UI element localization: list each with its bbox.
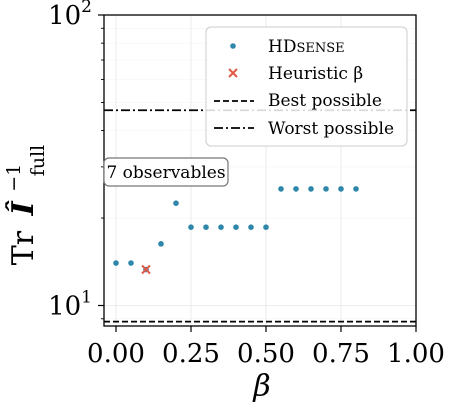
hdsense-point: [113, 260, 119, 266]
x-axis-label: β: [252, 369, 270, 404]
hdsense-point: [308, 186, 314, 192]
x-tick-label: 0.00: [87, 339, 145, 369]
hdsense-point: [218, 224, 224, 231]
hdsense-point: [173, 200, 179, 206]
y-tick-label: 101: [48, 287, 92, 321]
axis-ticks: 0.00 0.25 0.50 0.75 1.00 101 102: [48, 0, 445, 369]
x-tick-label: 0.50: [237, 339, 295, 369]
hdsense-point: [248, 224, 254, 231]
hdsense-point: [158, 241, 164, 247]
hdsense-point: [323, 186, 329, 192]
hdsense-point: [338, 186, 344, 192]
legend: HDSENSE Heuristic β Best possible Worst …: [205, 26, 408, 147]
hdsense-point: [353, 186, 359, 192]
hdsense-point: [293, 186, 299, 192]
legend-label-worst: Worst possible: [268, 119, 394, 139]
legend-frame: [205, 26, 408, 147]
annotation-box: 7 observables: [103, 157, 229, 187]
legend-marker-hdsense: [230, 43, 236, 49]
hdsense-point: [128, 260, 134, 266]
y-axis-label-symbol: Î: [5, 200, 41, 216]
hdsense-point: [278, 186, 284, 192]
legend-label-hdsense-prefix: HD: [268, 37, 296, 57]
data-points: [113, 186, 359, 275]
x-tick-label: 0.25: [162, 339, 220, 369]
hdsense-point: [233, 224, 239, 231]
x-tick-label: 1.00: [387, 339, 445, 369]
svg-text:Tr Î −1 full: Tr Î −1 full: [0, 145, 49, 266]
legend-label-best: Best possible: [268, 91, 382, 111]
y-tick-label: 102: [48, 0, 92, 31]
hdsense-point: [188, 224, 194, 231]
y-axis-label-subscript: full: [27, 145, 49, 176]
legend-marker-heuristic: [228, 68, 238, 78]
heuristic-point: [141, 264, 151, 275]
legend-label-hdsense-smallcaps: SENSE: [296, 41, 344, 56]
x-tick-label: 0.75: [312, 339, 370, 369]
y-axis-label: Tr Î −1 full: [0, 145, 49, 266]
hdsense-point: [263, 224, 269, 231]
legend-label-heuristic: Heuristic β: [268, 64, 363, 84]
legend-label-hdsense: HDSENSE: [268, 37, 345, 57]
annotation-text: 7 observables: [106, 163, 225, 183]
hdsense-point: [203, 224, 209, 231]
y-axis-label-superscript: −1: [3, 164, 25, 192]
y-axis-label-prefix: Tr: [6, 230, 41, 265]
